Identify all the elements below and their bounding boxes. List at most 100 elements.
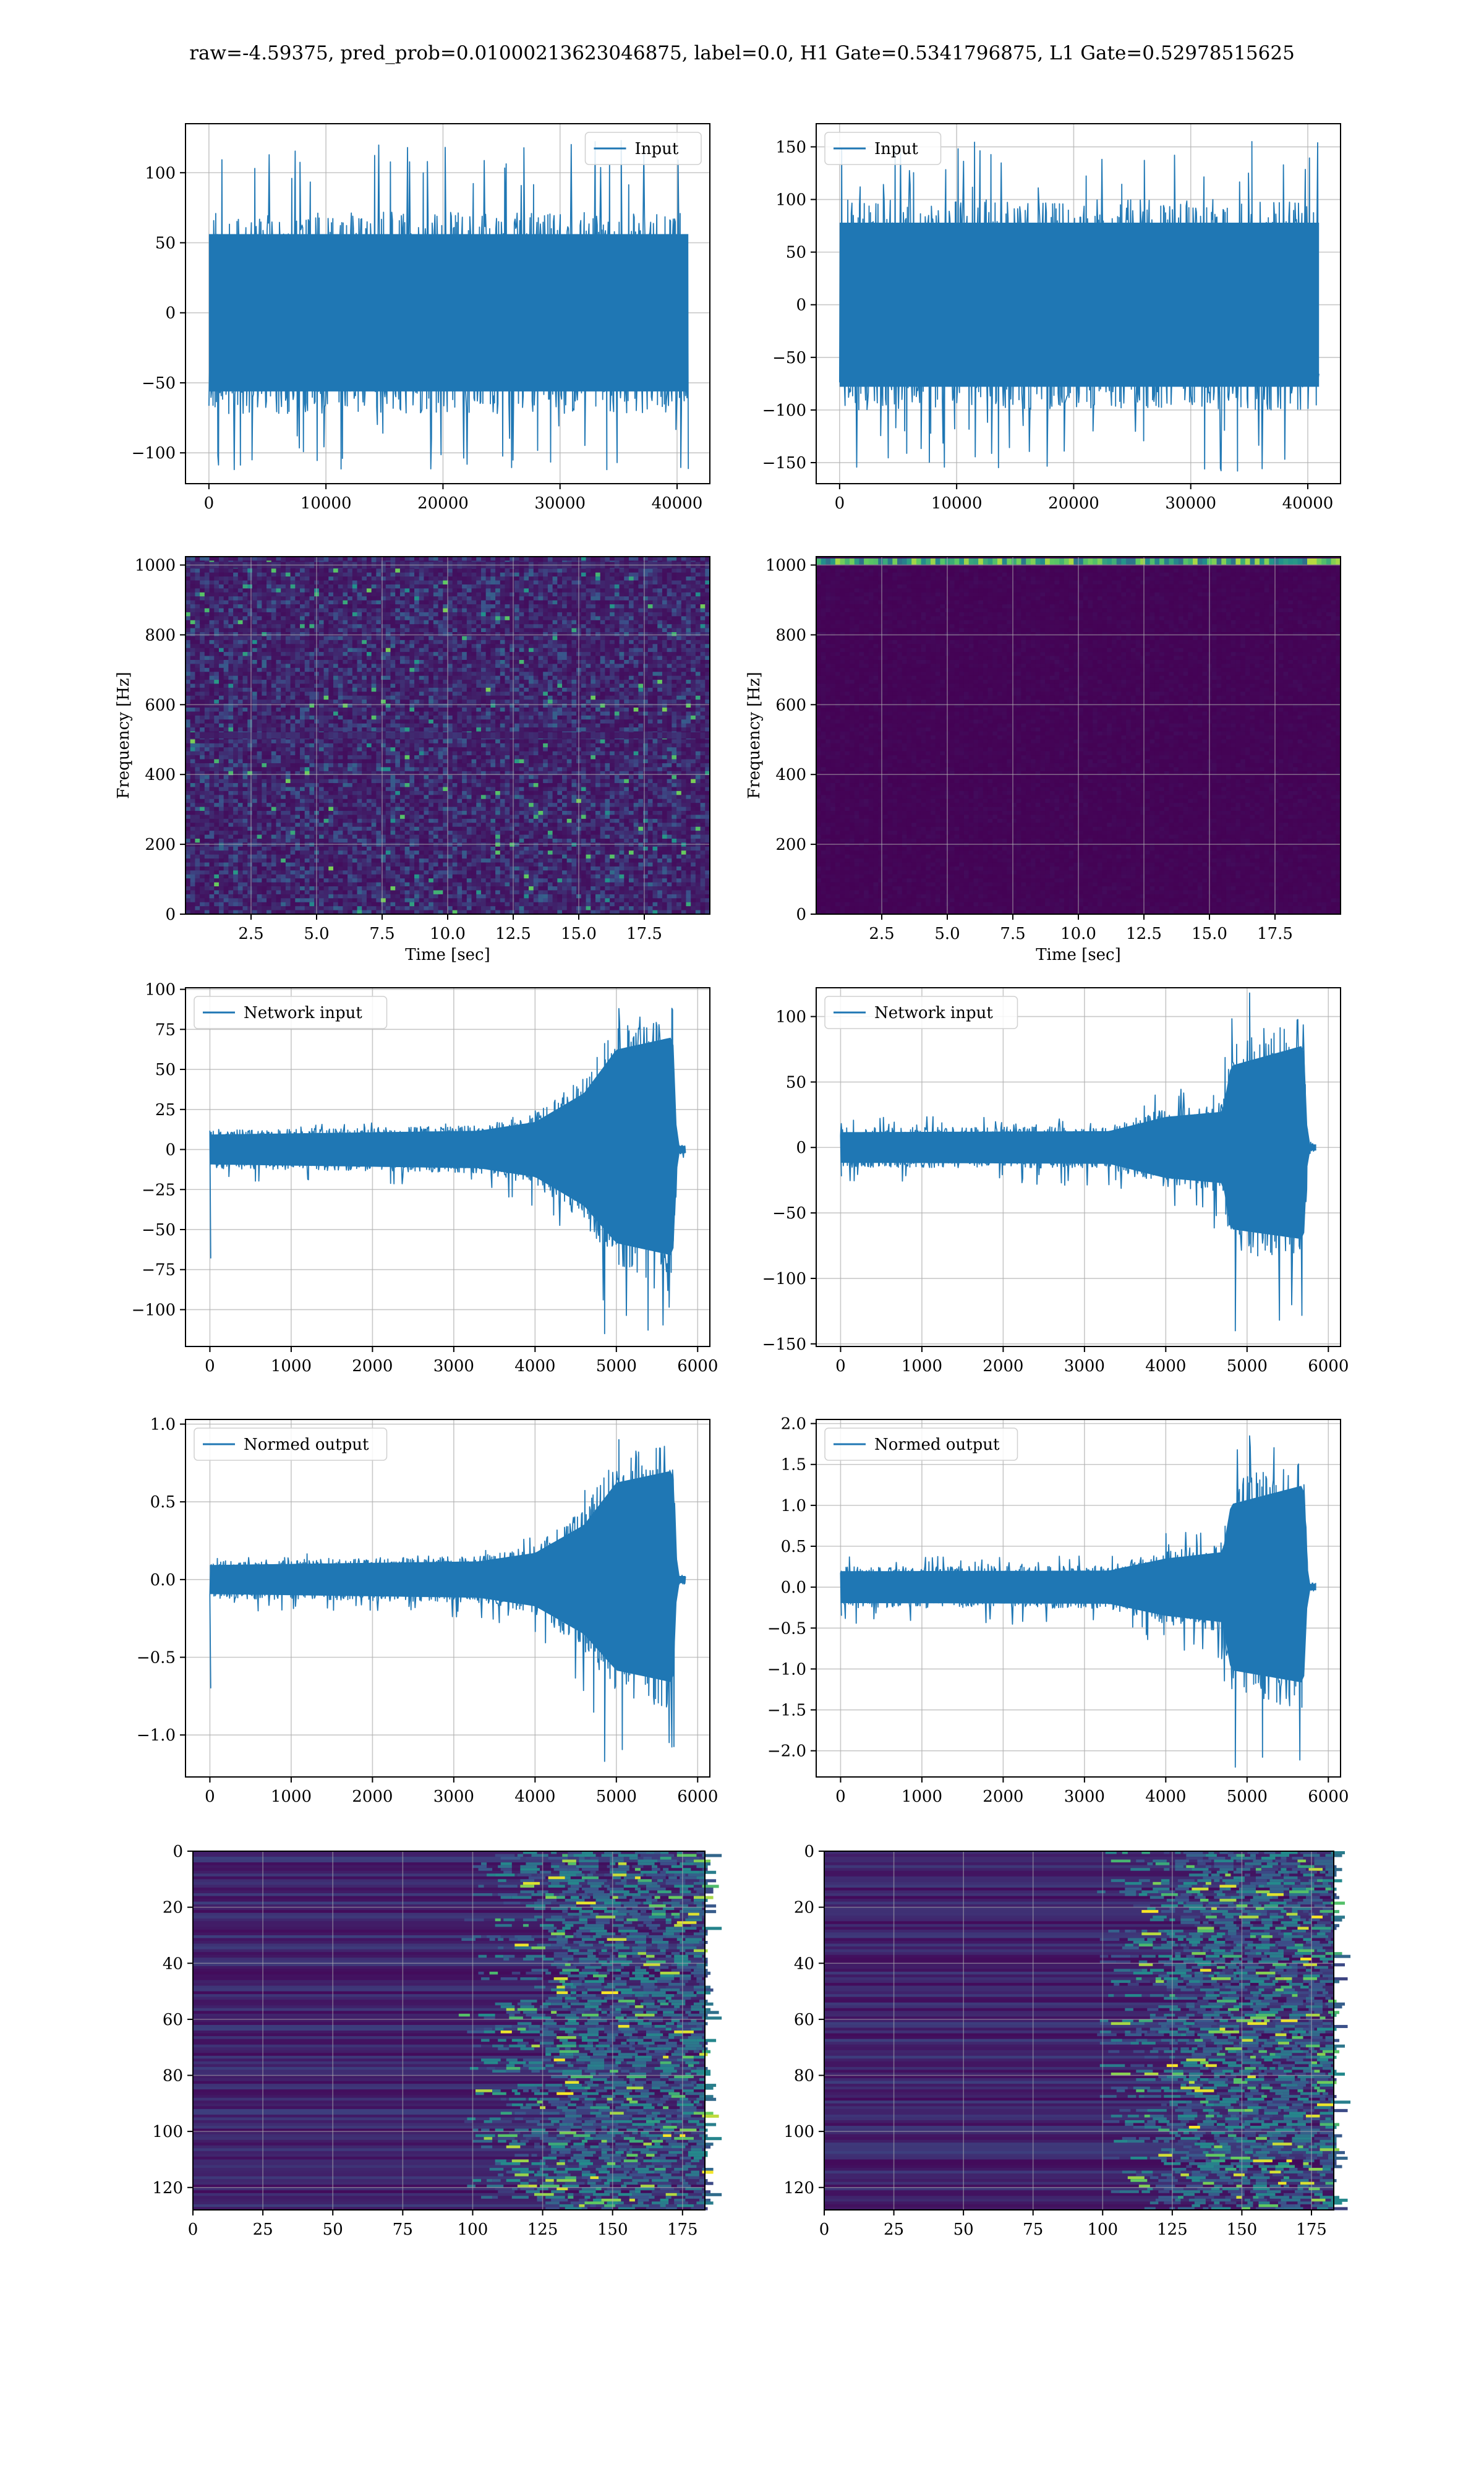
y-tick-label: 0.0: [150, 1571, 176, 1590]
legend-box: [194, 996, 388, 1029]
y-tick-label: 2.0: [781, 1415, 806, 1434]
frequency-band: [638, 732, 644, 738]
frequency-band: [662, 732, 668, 738]
frequency-band: [705, 732, 710, 738]
frequency-band: [882, 558, 889, 565]
frequency-band: [1073, 558, 1079, 565]
frequency-band: [399, 732, 406, 738]
frequency-band: [1049, 558, 1055, 565]
y-tick-label: 100: [152, 2123, 183, 2141]
x-tick-label: 3000: [1064, 1357, 1105, 1376]
y-axis-label: Frequency [Hz]: [114, 672, 133, 799]
grid-lines: [816, 1419, 1341, 1777]
frequency-band: [237, 732, 244, 738]
y-tick-label: 100: [783, 2123, 814, 2141]
y-tick-label: −75: [142, 1261, 176, 1280]
y-tick-label: 100: [145, 164, 176, 182]
legend: Input: [824, 132, 942, 165]
y-tick-label: 60: [794, 2011, 814, 2029]
x-tick-label: 150: [597, 2220, 628, 2239]
frequency-band: [695, 732, 701, 738]
frequency-band: [619, 732, 625, 738]
axes-frame: [816, 987, 1341, 1347]
y-tick-label: 1000: [765, 557, 806, 575]
y-tick-label: 100: [775, 191, 806, 210]
y-tick-label: 600: [145, 696, 176, 714]
frequency-band: [600, 732, 605, 738]
series-network-input: [840, 992, 1316, 1332]
frequency-band: [448, 732, 453, 738]
series-core-band: [208, 234, 689, 392]
frequency-band: [1331, 558, 1336, 565]
heatmap-cells: [824, 1851, 1351, 2211]
frequency-band: [1336, 558, 1341, 565]
x-tick-label: 1000: [271, 1357, 312, 1376]
frequency-band: [605, 732, 610, 738]
x-tick-label: 125: [1157, 2220, 1188, 2239]
x-tick-label: 4000: [514, 1357, 555, 1376]
y-tick-label: 0: [165, 304, 176, 323]
frequency-band: [295, 732, 301, 738]
frequency-band: [643, 732, 649, 738]
frequency-band: [562, 732, 568, 738]
chart-feature-map-right: 0 25 50 75 100 125 150 175 0 20 40 60 80 100 120: [783, 1843, 1351, 2239]
y-tick-label: 1.5: [781, 1456, 806, 1475]
frequency-band: [1145, 558, 1151, 565]
frequency-band: [591, 732, 596, 738]
frequency-band: [681, 732, 687, 738]
frequency-band: [1221, 558, 1227, 565]
frequency-band: [1054, 558, 1060, 565]
frequency-band: [1083, 558, 1089, 565]
frequency-band: [290, 732, 296, 738]
legend-box: [824, 1427, 1018, 1461]
y-tick-label: −0.5: [767, 1619, 806, 1638]
axes-frame: [185, 123, 710, 484]
series-core-band: [840, 1046, 1316, 1239]
frequency-band: [821, 558, 827, 565]
frequency-band: [1235, 558, 1241, 565]
frequency-band: [348, 732, 353, 738]
x-tick-label: 5.0: [934, 925, 960, 943]
frequency-band: [1245, 558, 1251, 565]
x-tick-label: 3000: [433, 1357, 474, 1376]
frequency-band: [390, 732, 396, 738]
frequency-band: [557, 732, 563, 738]
y-tick-label: 0: [165, 1141, 176, 1160]
frequency-band: [414, 732, 420, 738]
y-tick-label: 0: [796, 296, 806, 315]
x-axis-label: Time [sec]: [405, 946, 490, 964]
legend-box: [194, 1427, 388, 1461]
frequency-band: [429, 732, 434, 738]
x-tick-label: 10.0: [1060, 925, 1096, 943]
legend: Normed output: [194, 1427, 388, 1461]
legend-label: Network input: [244, 1004, 362, 1022]
y-tick-label: 1.0: [150, 1416, 176, 1434]
frequency-band: [1230, 558, 1236, 565]
y-tick-label: −100: [762, 401, 806, 420]
x-tick-label: 0: [835, 1787, 846, 1806]
frequency-band: [195, 732, 200, 738]
frequency-band: [1064, 558, 1070, 565]
frequency-band: [519, 732, 524, 738]
frequency-band: [362, 732, 367, 738]
frequency-band: [954, 558, 960, 565]
y-tick-label: 400: [775, 766, 806, 784]
y-tick-label: −1.0: [137, 1726, 176, 1745]
frequency-band: [849, 558, 855, 565]
frequency-band: [480, 732, 487, 738]
axes-frame: [816, 1419, 1341, 1778]
frequency-band: [538, 732, 544, 738]
y-tick-label: −50: [142, 1221, 176, 1239]
axes-frame: [185, 987, 710, 1347]
frequency-band: [652, 732, 658, 738]
chart-input-right: 0 10000 20000 30000 40000 −150 −100 −50 0 50 100 15…: [762, 123, 1341, 513]
legend: Network input: [194, 996, 388, 1029]
axes-frame: [816, 123, 1341, 484]
frequency-band: [1183, 558, 1188, 565]
x-tick-label: 17.5: [626, 925, 662, 943]
frequency-band: [338, 732, 343, 738]
frequency-band: [700, 732, 706, 738]
frequency-band: [1259, 558, 1265, 565]
y-tick-label: 200: [145, 836, 176, 854]
frequency-band: [218, 732, 224, 738]
